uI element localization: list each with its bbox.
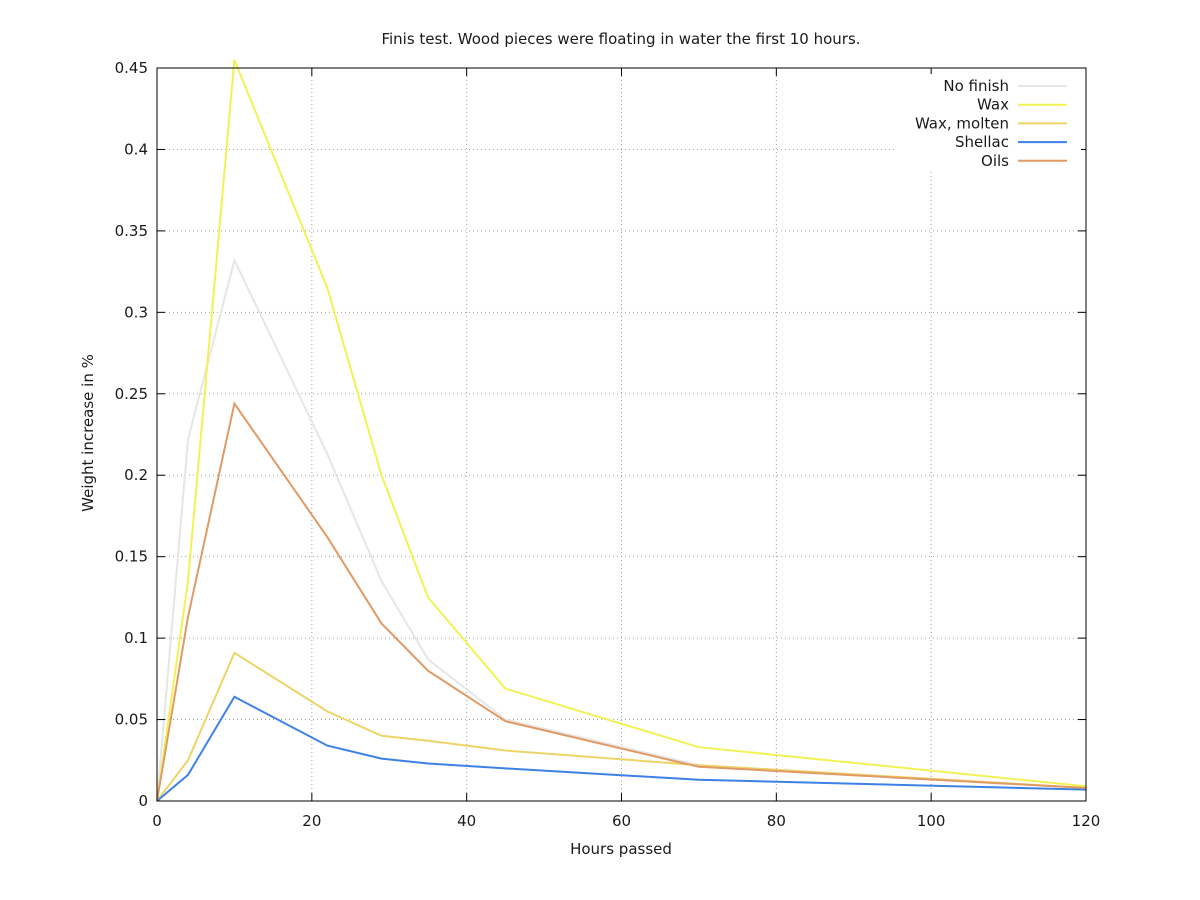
x-tick-label: 40 — [457, 812, 476, 830]
y-tick-label: 0.2 — [124, 466, 148, 484]
y-tick-label: 0 — [138, 792, 148, 810]
x-tick-label: 20 — [302, 812, 321, 830]
x-axis-label: Hours passed — [570, 840, 672, 858]
y-tick-label: 0.4 — [124, 140, 148, 158]
x-tick-label: 60 — [612, 812, 631, 830]
y-axis-label: Weight increase in % — [79, 354, 97, 512]
series-line-wax — [156, 59, 1087, 802]
series-line-oils — [156, 401, 1087, 802]
series-line-no-finish — [156, 257, 1087, 802]
y-tick-label: 0.1 — [124, 629, 148, 647]
legend-label-oils: Oils — [981, 152, 1009, 170]
chart-title: Finis test. Wood pieces were floating in… — [381, 30, 860, 48]
y-tick-label: 0.25 — [115, 385, 148, 403]
x-tick-label: 120 — [1072, 812, 1101, 830]
y-tick-label: 0.15 — [115, 548, 148, 566]
legend-label-wax: Wax — [977, 96, 1009, 114]
y-tick-label: 0.45 — [115, 59, 148, 77]
grid-lines — [157, 68, 1086, 801]
x-tick-label: 0 — [152, 812, 162, 830]
x-tick-label: 100 — [917, 812, 946, 830]
y-tick-label: 0.35 — [115, 222, 148, 240]
legend-label-shellac: Shellac — [955, 133, 1009, 151]
y-tick-label: 0.05 — [115, 711, 148, 729]
x-tick-label: 80 — [767, 812, 786, 830]
y-tick-label: 0.3 — [124, 303, 148, 321]
series-line-shellac — [156, 695, 1087, 802]
axis-ticks: 0 0.05 0.1 0.15 0.2 0.25 0.3 0.35 0.4 0.45 0 20 40 60… — [115, 59, 1101, 830]
legend-label-no-finish: No finish — [943, 77, 1009, 95]
legend-label-wax-molten: Wax, molten — [915, 114, 1009, 132]
series-line-wax-molten — [156, 651, 1087, 802]
series-layer — [156, 59, 1087, 802]
